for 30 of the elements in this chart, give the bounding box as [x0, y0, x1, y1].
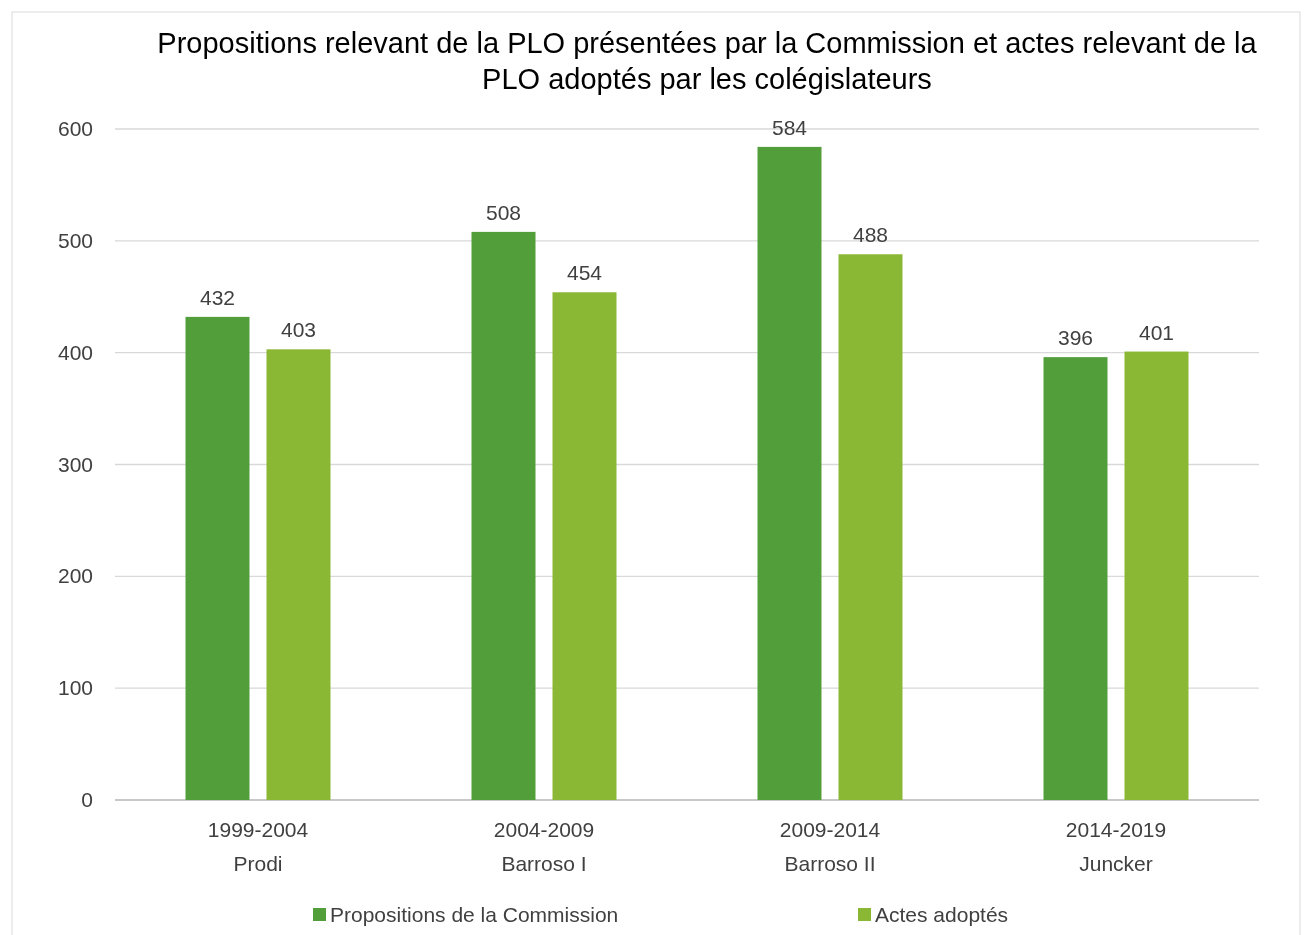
bar — [185, 316, 250, 800]
bar — [471, 231, 536, 800]
data-label: 401 — [1138, 320, 1175, 344]
data-label: 488 — [852, 223, 889, 247]
bar — [757, 146, 822, 800]
bar — [1043, 357, 1108, 800]
y-tick-label: 400 — [57, 340, 93, 364]
x-tick-label: 2004-2009 Barroso I — [493, 818, 595, 875]
y-tick-label: 600 — [57, 117, 93, 140]
x-tick-label: 2014-2019 Juncker — [1065, 818, 1167, 875]
data-label: 584 — [771, 115, 808, 139]
data-label: 454 — [566, 261, 603, 285]
bar — [838, 254, 903, 800]
bar — [1124, 351, 1189, 800]
data-label: 432 — [199, 285, 236, 309]
bar — [552, 292, 617, 800]
y-tick-label: 100 — [57, 676, 93, 700]
data-label: 396 — [1057, 326, 1094, 350]
legend-label: Actes adoptés — [875, 903, 1009, 926]
chart-title: Propositions relevant de la PLO présentées par la Commission et actes relevant de la PLO adoptés par les colégislateurs — [157, 27, 1258, 95]
data-label: 508 — [485, 200, 522, 224]
y-tick-label: 200 — [57, 564, 93, 588]
y-tick-label: 300 — [57, 452, 93, 476]
data-label: 403 — [280, 318, 317, 342]
y-tick-label: 0 — [81, 788, 93, 811]
y-tick-label: 500 — [57, 228, 93, 252]
legend-label: Propositions de la Commission — [330, 903, 619, 926]
x-tick-label: 2009-2014 Barroso II — [779, 818, 881, 875]
bar — [266, 349, 331, 800]
x-tick-label: 1999-2004 Prodi — [207, 818, 309, 875]
